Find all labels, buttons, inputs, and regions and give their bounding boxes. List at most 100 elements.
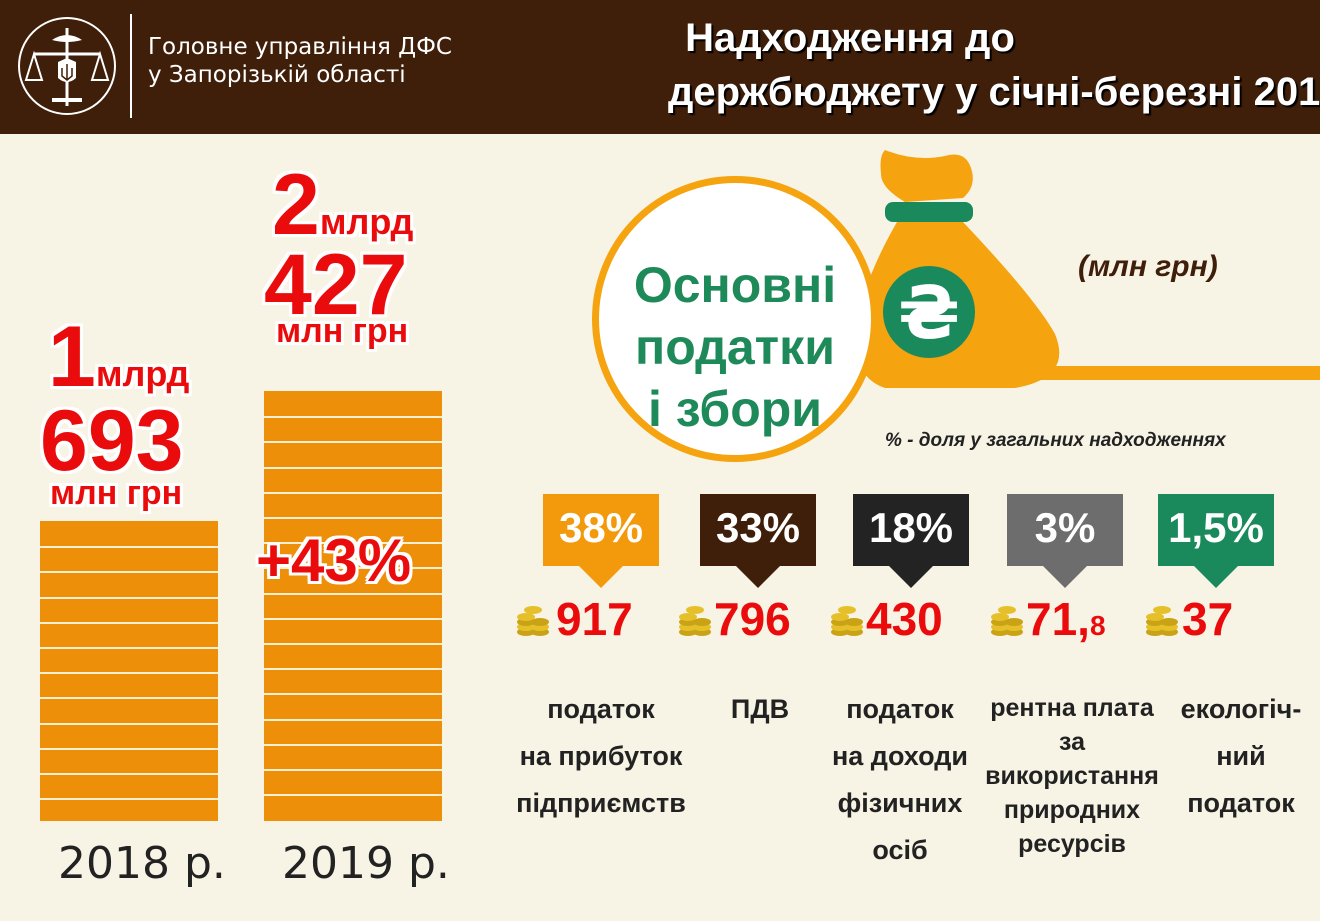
growth-label: +43% [256,527,412,594]
tax-label-line: підприємств [516,788,686,818]
percent-badge-shape [853,494,969,588]
tax-amount: 37 [1182,592,1233,646]
coins-icon [830,600,864,640]
bar-segment-line [40,672,218,674]
org-name-line2: у Запорізькій області [148,62,406,88]
bar-segment-line [40,748,218,750]
bar-segment-line [264,517,442,519]
tax-label-line: використання [985,762,1159,790]
tax-label-line: на доходи [831,741,968,771]
tax-label-line: податок [1187,788,1295,818]
coins-icon [516,600,550,640]
tax-label-line: ПДВ [730,694,790,724]
heading-line2: податки [635,319,835,375]
percent-badge-shape [1158,494,1274,588]
percent-badge-shape [700,494,816,588]
percent-badge: 38% [543,494,659,588]
org-name-line1: Головне управління ДФС [148,34,452,60]
value-2018-millions: 693 [40,393,184,489]
bar-segment-line [264,744,442,746]
tax-amount-decimal: 8 [1089,610,1106,641]
percent-value: 18% [868,504,954,551]
bar-segment-line [40,697,218,699]
percent-value: 38% [558,504,644,551]
share-note: % - доля у загальних надходженнях [885,430,1226,451]
percent-value: 33% [715,504,801,551]
tax-label-line: податок [846,694,954,724]
bar-segment-line [40,571,218,573]
bar-segment-line [264,643,442,645]
bar-segment-line [40,546,218,548]
bar-segment-line [264,467,442,469]
tax-amount-main: 917 [556,593,633,645]
page-title-line1: Надходження до [685,16,1015,60]
tax-label-line: природних [1003,796,1141,824]
bar-2018 [40,521,218,821]
heading-line3: і збори [647,381,823,437]
bar-segment-line [264,492,442,494]
tax-amount-main: 71, [1026,593,1090,645]
category-label-2018: 2018 р. [58,838,226,889]
heading-line1: Основні [633,257,837,313]
bar-segment-line [264,668,442,670]
unit-note: (млн грн) [1078,250,1218,283]
value-2018-billions: 1млрд [48,309,190,405]
bar-segment-line [264,441,442,443]
tax-label-line: ресурсів [1018,830,1126,858]
bar-2019 [264,391,442,821]
percent-value: 1,5% [1168,504,1264,551]
percent-badge-shape [543,494,659,588]
tax-amount-main: 796 [714,593,791,645]
tax-amount: 917 [556,592,633,646]
tax-label-line: осіб [872,835,928,865]
tax-amount-main: 430 [866,593,943,645]
percent-badge: 3% [1007,494,1123,588]
bar-segment-line [264,719,442,721]
category-label-2019: 2019 р. [282,838,450,889]
tax-label-line: ний [1216,741,1266,771]
bar-segment-line [40,773,218,775]
tax-label-line: фізичних [837,788,963,818]
bar-segment-line [264,794,442,796]
tax-label-line: за [1058,728,1085,756]
bar-segment-line [264,618,442,620]
bar-segment-line [264,693,442,695]
header-divider [130,14,132,118]
tax-amount: 71,8 [1026,592,1106,646]
bar-segment-line [264,416,442,418]
tax-label-line: екологіч- [1180,694,1302,724]
bar-segment-line [264,542,442,544]
hryvnia-sign: ₴ [898,271,960,355]
tax-label-line: на прибуток [519,741,683,771]
page-title-line2: держбюджету у січні-березні 2019р. [668,70,1320,114]
value-2019-billions: 2млрд [272,157,414,253]
bar-segment-line [40,597,218,599]
tax-label-line: рентна плата [990,694,1154,722]
percent-value: 3% [1034,504,1096,551]
tax-amount: 430 [866,592,943,646]
value-2019-millions: 427 [264,237,408,333]
percent-badge: 18% [853,494,969,588]
bar-segment-line [264,769,442,771]
value-2018-unit: млн грн [50,474,183,512]
tax-label-line: податок [547,694,655,724]
coins-icon [678,600,712,640]
bar-segment-line [264,567,442,569]
tax-amount: 796 [714,592,791,646]
percent-badge: 1,5% [1158,494,1274,588]
percent-badge: 33% [700,494,816,588]
coins-icon [1145,600,1179,640]
value-2019-unit: млн грн [276,312,409,350]
bar-segment-line [264,593,442,595]
bar-segment-line [40,723,218,725]
bar-segment-line [40,622,218,624]
money-bag-icon: ₴ [855,150,1060,388]
tax-amount-main: 37 [1182,593,1234,645]
emblem-icon [18,17,116,115]
bar-segment-line [40,798,218,800]
percent-badge-shape [1007,494,1123,588]
heading-circle [592,176,878,462]
coins-icon [990,600,1024,640]
header-banner: Головне управління ДФС у Запорізькій обл… [0,0,1320,134]
bar-segment-line [40,647,218,649]
